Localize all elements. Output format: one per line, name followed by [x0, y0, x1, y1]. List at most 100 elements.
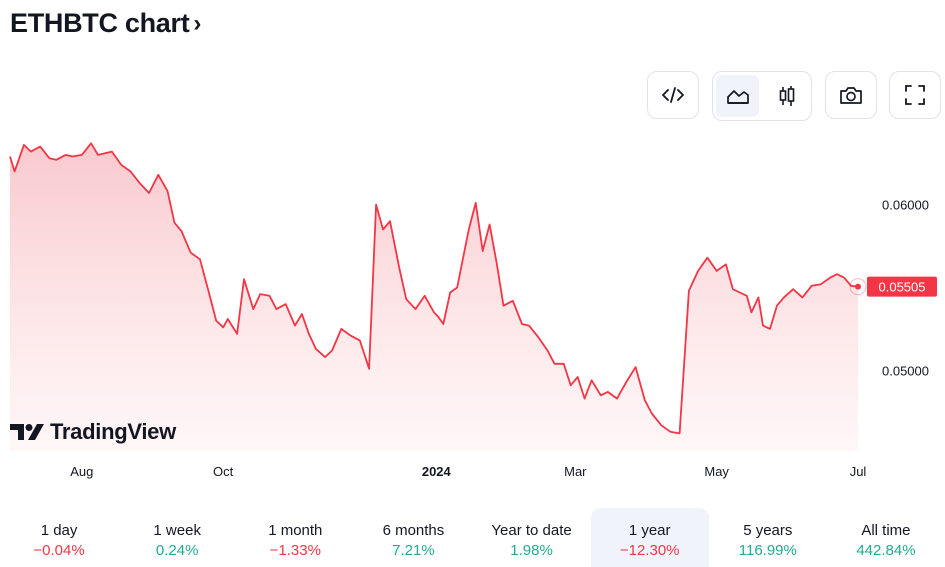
data-point — [644, 399, 646, 401]
data-point — [468, 228, 470, 230]
period-tab[interactable]: Year to date 1.98% — [473, 508, 591, 567]
data-point — [275, 308, 277, 310]
data-point — [9, 155, 11, 157]
data-point — [414, 308, 416, 310]
data-point — [829, 276, 831, 278]
y-tick-label: 0.05000 — [882, 363, 929, 378]
data-point — [315, 348, 317, 350]
data-point — [81, 154, 83, 156]
data-point — [180, 230, 182, 232]
data-point — [537, 336, 539, 338]
period-tab[interactable]: 1 day −0.04% — [0, 508, 118, 567]
period-tab[interactable]: 1 year −12.30% — [590, 508, 709, 567]
data-point — [739, 291, 741, 293]
data-point — [616, 397, 618, 399]
period-tab[interactable]: 1 month −1.33% — [236, 508, 354, 567]
data-point — [30, 150, 32, 152]
data-point — [349, 334, 351, 336]
data-point — [688, 290, 690, 292]
data-point — [820, 283, 822, 285]
data-point — [442, 323, 444, 325]
data-point — [139, 182, 141, 184]
snapshot-button[interactable] — [825, 71, 877, 119]
data-point — [715, 270, 717, 272]
data-point — [39, 145, 41, 147]
chart-style-toggle — [712, 71, 812, 121]
data-point — [324, 356, 326, 358]
data-point — [227, 318, 229, 320]
data-point — [757, 296, 759, 298]
period-label: Year to date — [491, 522, 572, 539]
x-tick-label: 2024 — [422, 464, 452, 479]
data-point — [259, 293, 261, 295]
data-point — [129, 170, 131, 172]
data-point — [433, 311, 435, 313]
period-change: −1.33% — [269, 542, 321, 559]
period-change: 442.84% — [856, 542, 916, 559]
data-point — [746, 295, 748, 297]
period-label: 1 day — [40, 522, 78, 539]
data-point — [64, 154, 66, 156]
period-selector: 1 day −0.04% 1 week 0.24% 1 month −1.33% 6 mon… — [0, 508, 945, 567]
data-point — [590, 379, 592, 381]
data-point — [190, 251, 192, 253]
x-tick-label: Jul — [850, 464, 867, 479]
fullscreen-button[interactable] — [889, 71, 941, 119]
area-style-button[interactable] — [716, 75, 759, 117]
data-point — [481, 250, 483, 252]
period-tab[interactable]: 6 months 7.21% — [354, 508, 472, 567]
x-tick-label: Aug — [70, 464, 93, 479]
price-chart[interactable]: 0.06000 0.05000 Aug Oct 2024 Mar May Jul 0.055… — [0, 130, 945, 490]
data-point — [104, 152, 106, 154]
data-point — [301, 313, 303, 315]
data-point — [166, 190, 168, 192]
data-point — [521, 323, 523, 325]
data-point — [208, 293, 210, 295]
data-point — [769, 328, 771, 330]
x-tick-label: Oct — [213, 464, 234, 479]
data-point — [199, 258, 201, 260]
tradingview-logo[interactable]: TradingView — [10, 419, 176, 445]
chart-title[interactable]: ETHBTC chart › — [10, 8, 201, 39]
data-point — [576, 376, 578, 378]
period-label: 6 months — [382, 522, 445, 539]
period-tab[interactable]: 5 years 116.99% — [709, 508, 827, 567]
data-point — [732, 288, 734, 290]
data-point — [243, 278, 245, 280]
data-point — [660, 424, 662, 426]
data-point — [294, 324, 296, 326]
period-tab[interactable]: All time 442.84% — [827, 508, 945, 567]
data-point — [583, 397, 585, 399]
data-point — [111, 150, 113, 152]
embed-code-button[interactable] — [647, 71, 699, 119]
data-point — [215, 319, 217, 321]
data-point — [776, 305, 778, 307]
code-icon — [662, 87, 684, 103]
data-point — [697, 270, 699, 272]
data-point — [725, 263, 727, 265]
data-point — [783, 296, 785, 298]
data-point — [762, 324, 764, 326]
data-point — [843, 276, 845, 278]
period-change: −12.30% — [619, 542, 680, 559]
data-point — [120, 164, 122, 166]
data-point — [375, 203, 377, 205]
data-point — [405, 298, 407, 300]
camera-icon — [840, 87, 862, 104]
data-point — [634, 366, 636, 368]
data-point — [252, 308, 254, 310]
x-tick-label: Mar — [564, 464, 587, 479]
last-price-dot — [855, 283, 861, 290]
last-price-halo — [849, 278, 867, 296]
candles-style-button[interactable] — [765, 75, 808, 117]
data-point — [331, 349, 333, 351]
area-chart-icon — [726, 90, 749, 104]
data-point — [801, 296, 803, 298]
data-point — [157, 174, 159, 176]
data-point — [495, 261, 497, 263]
period-tab[interactable]: 1 week 0.24% — [118, 508, 236, 567]
data-point — [563, 363, 565, 365]
data-point — [750, 311, 752, 313]
period-label: 1 week — [153, 522, 201, 539]
data-point — [600, 394, 602, 396]
